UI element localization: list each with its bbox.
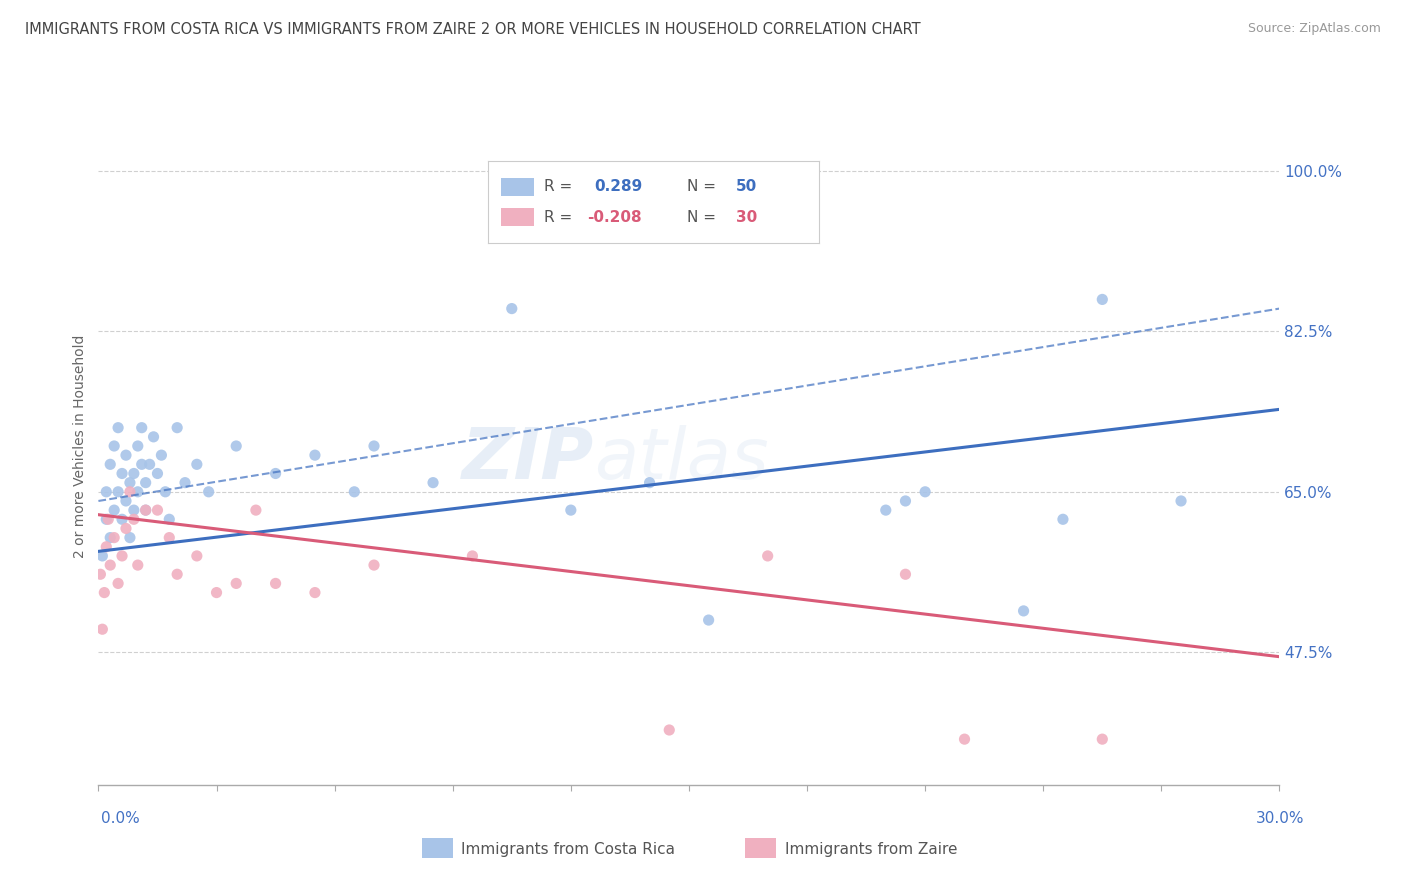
Point: [107, 576, 129, 591]
Point: [1091, 732, 1114, 747]
Point: [131, 420, 153, 434]
Point: [122, 503, 145, 517]
Point: [111, 512, 134, 526]
Point: [138, 458, 160, 472]
Point: [122, 512, 145, 526]
Point: [186, 458, 208, 472]
Point: [115, 448, 138, 462]
Point: [98, 558, 121, 573]
Point: [111, 467, 134, 481]
Point: [107, 420, 129, 434]
Text: IMMIGRANTS FROM COSTA RICA VS IMMIGRANTS FROM ZAIRE 2 OR MORE VEHICLES IN HOUSEH: IMMIGRANTS FROM COSTA RICA VS IMMIGRANTS…: [25, 22, 921, 37]
Point: [127, 558, 149, 573]
Point: [135, 503, 157, 517]
Point: [111, 549, 134, 563]
Text: -0.208: -0.208: [588, 210, 643, 225]
Point: [142, 430, 165, 444]
Point: [98, 531, 121, 545]
Point: [1170, 494, 1192, 508]
Text: 0.0%: 0.0%: [101, 812, 141, 826]
Point: [875, 503, 897, 517]
Point: [103, 503, 125, 517]
Point: [155, 484, 177, 499]
Point: [363, 558, 385, 573]
Point: [107, 484, 129, 499]
Point: [127, 484, 149, 499]
Point: [115, 494, 138, 508]
Text: Immigrants from Zaire: Immigrants from Zaire: [785, 842, 957, 856]
Point: [97, 512, 120, 526]
Point: [98, 458, 121, 472]
Point: [658, 723, 681, 737]
Point: [118, 475, 141, 490]
Point: [150, 448, 173, 462]
Point: [1012, 604, 1035, 618]
Point: [122, 467, 145, 481]
Text: 30.0%: 30.0%: [1257, 812, 1305, 826]
Point: [91, 549, 114, 563]
Point: [135, 475, 157, 490]
Y-axis label: 2 or more Vehicles in Household: 2 or more Vehicles in Household: [73, 334, 87, 558]
Text: atlas: atlas: [595, 425, 769, 494]
Point: [461, 549, 484, 563]
Point: [166, 420, 188, 434]
Point: [501, 301, 523, 316]
Text: Source: ZipAtlas.com: Source: ZipAtlas.com: [1247, 22, 1381, 36]
Text: ZIP: ZIP: [463, 425, 595, 494]
Point: [89, 567, 111, 582]
Point: [343, 484, 366, 499]
Point: [304, 585, 326, 599]
Point: [197, 484, 219, 499]
Text: N =: N =: [686, 210, 716, 225]
Bar: [502, 178, 534, 196]
Point: [953, 732, 976, 747]
Point: [118, 484, 141, 499]
Point: [422, 475, 444, 490]
Point: [186, 549, 208, 563]
Point: [363, 439, 385, 453]
Text: R =: R =: [544, 210, 572, 225]
Text: 30: 30: [737, 210, 758, 225]
Bar: [502, 208, 534, 227]
Text: Immigrants from Costa Rica: Immigrants from Costa Rica: [461, 842, 675, 856]
Point: [166, 567, 188, 582]
Point: [93, 585, 115, 599]
Point: [756, 549, 779, 563]
Text: R =: R =: [544, 179, 572, 194]
Point: [157, 512, 180, 526]
Text: 0.289: 0.289: [593, 179, 643, 194]
Text: N =: N =: [686, 179, 716, 194]
Point: [697, 613, 720, 627]
Point: [264, 576, 287, 591]
Point: [1052, 512, 1074, 526]
Point: [560, 503, 582, 517]
Point: [638, 475, 661, 490]
Point: [103, 439, 125, 453]
Point: [135, 503, 157, 517]
Point: [205, 585, 228, 599]
Point: [304, 448, 326, 462]
Point: [894, 494, 917, 508]
Point: [174, 475, 197, 490]
Point: [146, 503, 169, 517]
Point: [91, 622, 114, 636]
Point: [96, 512, 118, 526]
Point: [264, 467, 287, 481]
Point: [1091, 293, 1114, 307]
Point: [225, 439, 247, 453]
Point: [245, 503, 267, 517]
Point: [225, 576, 247, 591]
Point: [115, 521, 138, 535]
Point: [146, 467, 169, 481]
Point: [118, 531, 141, 545]
Point: [894, 567, 917, 582]
Point: [127, 439, 149, 453]
Point: [96, 484, 118, 499]
Point: [157, 531, 180, 545]
Text: 50: 50: [737, 179, 758, 194]
Point: [914, 484, 936, 499]
Point: [131, 458, 153, 472]
Point: [103, 531, 125, 545]
Point: [96, 540, 118, 554]
